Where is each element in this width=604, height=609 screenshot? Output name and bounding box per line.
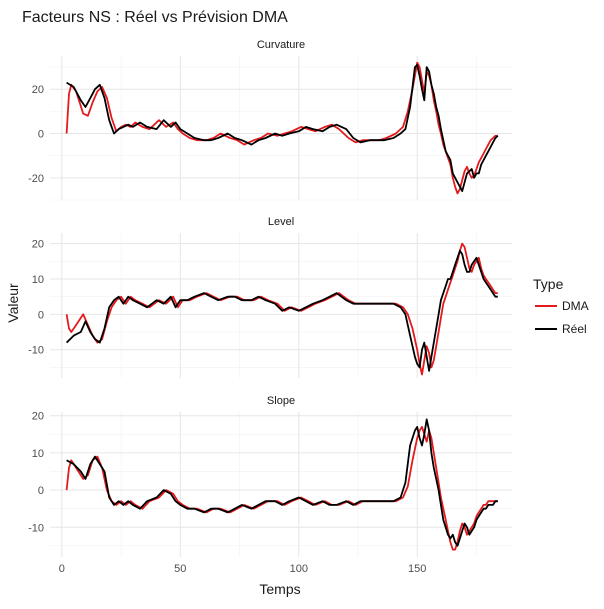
facet-level: Level -10 0 10 20 (28, 216, 512, 378)
y-tick-label: 0 (38, 129, 44, 141)
x-axis-title: Temps (259, 581, 300, 597)
y-tick-label: 20 (32, 411, 44, 423)
facet-slope: Slope -10 0 10 20 0 50 100 150 (28, 395, 512, 575)
legend-label: DMA (562, 299, 589, 313)
series-line-dma (65, 61, 498, 195)
series-line-reel (66, 64, 499, 192)
series-line-reel (66, 418, 498, 547)
y-tick-label: 10 (32, 274, 44, 286)
facet-strip-label: Curvature (257, 39, 305, 51)
series-line-reel (65, 249, 498, 372)
y-tick-label: 10 (32, 448, 44, 460)
series-line-dma (65, 426, 498, 551)
legend: Type DMA Réel (533, 276, 589, 336)
facet-strip-label: Level (268, 216, 294, 228)
y-tick-label: -10 (28, 345, 44, 357)
y-axis-title: Valeur (5, 283, 21, 323)
y-tick-label: 0 (38, 309, 44, 321)
series-line-dma (65, 242, 498, 376)
x-tick-label: 100 (290, 563, 308, 575)
x-tick-label: 50 (174, 563, 186, 575)
y-tick-label: 20 (32, 84, 44, 96)
legend-label: Réel (562, 322, 587, 336)
y-tick-label: -20 (28, 173, 44, 185)
facet-strip-label: Slope (267, 395, 295, 407)
legend-title: Type (533, 276, 564, 292)
y-tick-label: -10 (28, 522, 44, 534)
facet-panels: Curvature -20 0 20 Level -10 0 10 20 Slope -10 0 10 2… (28, 39, 512, 575)
legend-entries: DMA Réel (535, 299, 589, 336)
chart-title: Facteurs NS : Réel vs Prévision DMA (22, 9, 288, 26)
y-tick-label: 0 (38, 485, 44, 497)
x-tick-label: 0 (59, 563, 65, 575)
y-tick-label: 20 (32, 239, 44, 251)
facet-curvature: Curvature -20 0 20 (28, 39, 512, 201)
x-tick-label: 150 (408, 563, 426, 575)
